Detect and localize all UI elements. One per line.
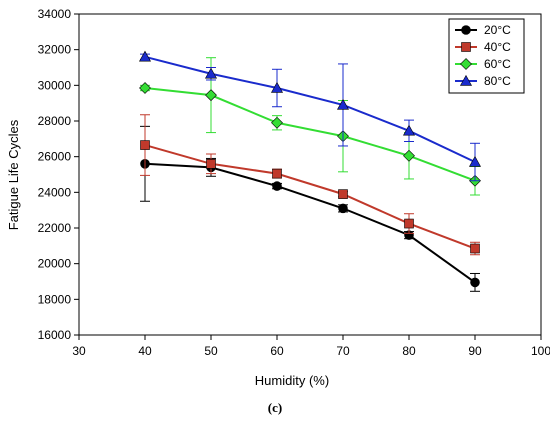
series-1-line <box>144 162 476 284</box>
x-tick-label: 40 <box>138 344 152 358</box>
series-2-point <box>206 159 216 169</box>
legend-swatch-marker <box>461 25 471 35</box>
y-tick-label: 16000 <box>38 328 72 342</box>
x-tick-label: 80 <box>402 344 416 358</box>
x-tick-label: 60 <box>270 344 284 358</box>
legend-label: 60°C <box>484 57 511 71</box>
series-4-line <box>144 55 476 163</box>
series-4-point <box>468 155 482 167</box>
series-2-point <box>140 140 150 150</box>
plot-frame <box>78 13 542 336</box>
y-tick-label: 30000 <box>38 78 72 92</box>
series-3-point <box>139 82 151 94</box>
series-2-point <box>404 218 414 229</box>
y-tick-label: 28000 <box>38 114 72 128</box>
series-4-point <box>138 50 152 62</box>
y-tick-label: 34000 <box>38 7 72 21</box>
series-3-line <box>144 87 476 182</box>
series-3-point <box>271 116 283 129</box>
legend-label: 20°C <box>484 23 511 37</box>
series-4-point <box>270 81 284 93</box>
series-2-line <box>144 144 476 250</box>
series-2-point <box>470 243 480 254</box>
x-tick-label: 30 <box>72 344 86 358</box>
series-4-point <box>402 124 416 136</box>
series-3-point <box>205 89 217 102</box>
x-tick-label: 90 <box>468 344 482 358</box>
x-tick-label: 100 <box>531 344 550 358</box>
y-tick-label: 32000 <box>38 43 72 57</box>
y-axis-title: Fatigue Life Cycles <box>6 119 21 230</box>
legend-label: 40°C <box>484 40 511 54</box>
y-tick-label: 20000 <box>38 257 72 271</box>
series-4-point <box>336 98 350 110</box>
series-4-point <box>204 67 218 79</box>
legend-swatch-marker <box>460 58 472 70</box>
x-axis-title: Humidity (%) <box>255 373 329 388</box>
y-tick-label: 24000 <box>38 185 72 199</box>
y-tick-label: 26000 <box>38 150 72 164</box>
legend-label: 80°C <box>484 74 511 88</box>
series-1-point <box>272 181 282 191</box>
series-1-point <box>338 203 348 214</box>
legend-swatch-marker <box>459 74 473 86</box>
x-tick-label: 70 <box>336 344 350 358</box>
series-2-point <box>272 168 282 179</box>
series-2-point <box>338 189 348 199</box>
x-tick-label: 50 <box>204 344 218 358</box>
plot-area: 30 40 50 60 70 80 90 100 16000 18000 20000 22000 240… <box>38 7 550 358</box>
legend-swatch-marker <box>461 42 471 52</box>
series-1-point <box>470 277 480 288</box>
y-tick-label: 18000 <box>38 292 72 306</box>
y-tick-label: 22000 <box>38 221 72 235</box>
figure-caption: (c) <box>268 400 282 415</box>
series-3-point <box>403 149 415 162</box>
